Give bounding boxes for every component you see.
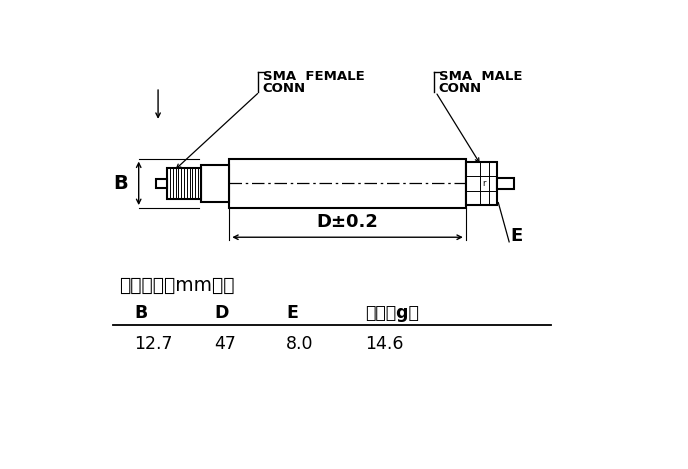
Bar [229, 159, 466, 208]
Text: D±0.2: D±0.2 [316, 213, 378, 231]
Text: 重量（g）: 重量（g） [365, 304, 419, 322]
Text: r: r [482, 179, 486, 188]
Text: E: E [286, 304, 298, 322]
Text: 14.6: 14.6 [365, 335, 403, 353]
Text: CONN: CONN [439, 83, 482, 96]
Bar [466, 162, 497, 205]
Text: B: B [134, 304, 147, 322]
Bar [167, 168, 201, 199]
Text: B: B [113, 174, 128, 193]
Text: 8.0: 8.0 [286, 335, 314, 353]
Text: 47: 47 [214, 335, 236, 353]
Text: 外观尺幸（mm）：: 外观尺幸（mm）： [118, 276, 234, 295]
Text: CONN: CONN [263, 83, 306, 96]
Bar [201, 165, 229, 202]
Text: D: D [214, 304, 228, 322]
Bar [497, 178, 514, 189]
Text: SMA  FEMALE: SMA FEMALE [263, 70, 365, 83]
Bar [155, 179, 167, 188]
Text: E: E [510, 227, 523, 245]
Text: SMA  MALE: SMA MALE [439, 70, 522, 83]
Text: 12.7: 12.7 [134, 335, 173, 353]
